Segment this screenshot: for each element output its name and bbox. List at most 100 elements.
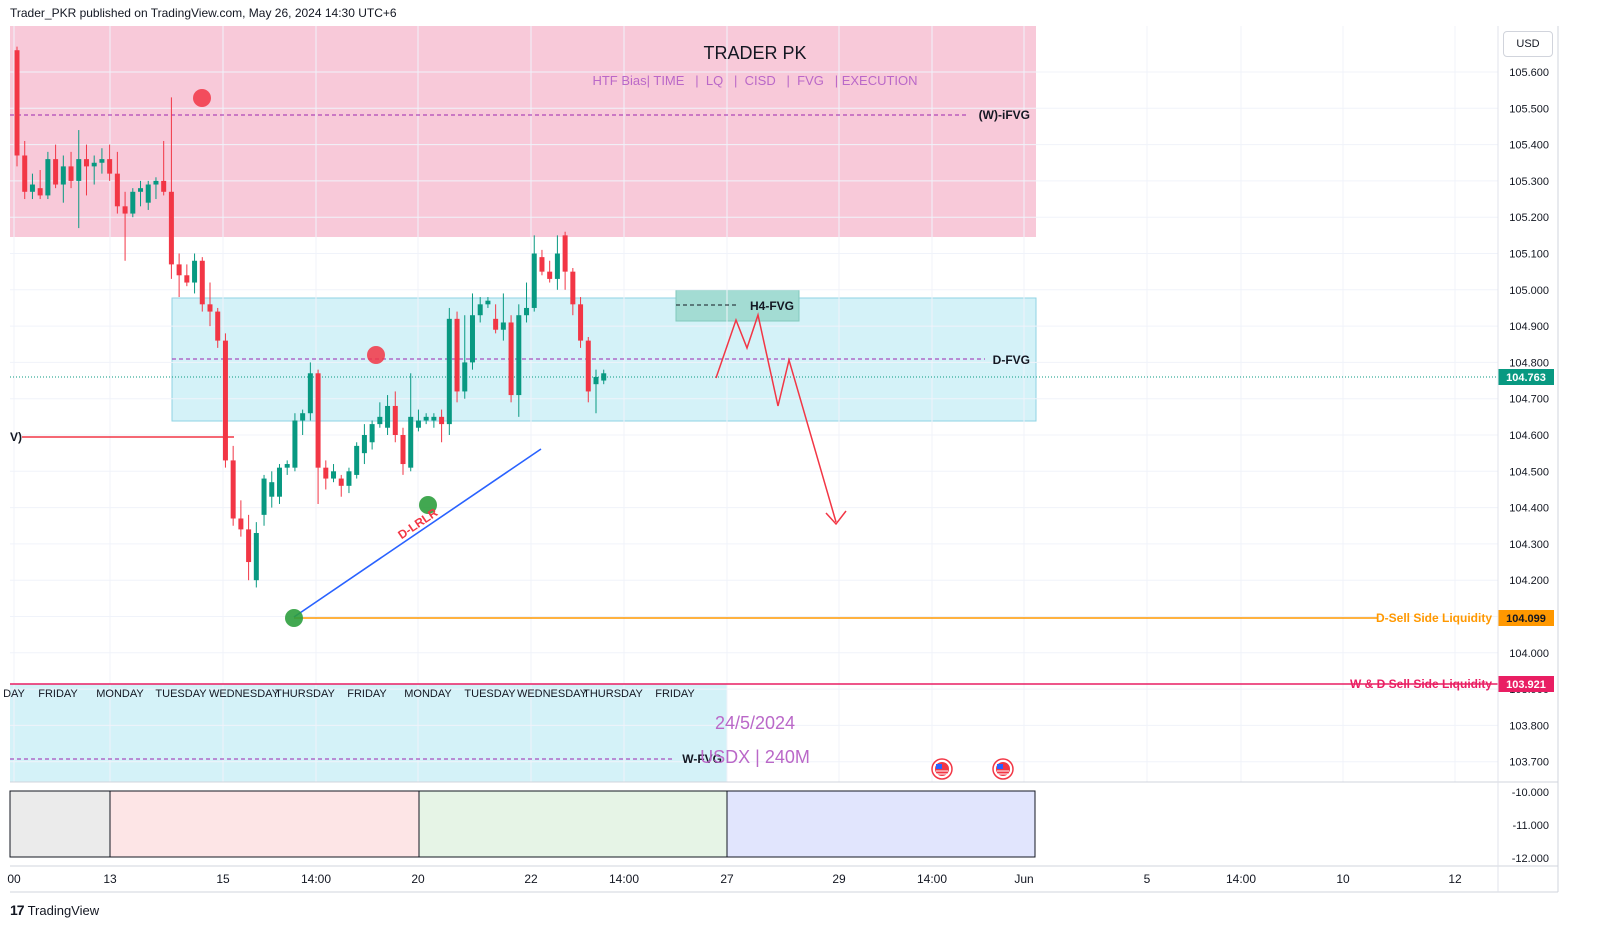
day-label: MONDAY bbox=[404, 688, 452, 700]
candle-body bbox=[184, 275, 190, 283]
candle-body bbox=[22, 155, 28, 192]
oscillator-tick-label: -11.000 bbox=[1513, 820, 1550, 832]
candle-body bbox=[238, 518, 244, 530]
candle-body bbox=[176, 264, 182, 276]
candle-body bbox=[331, 471, 337, 479]
candle bbox=[554, 235, 560, 290]
candle-body bbox=[130, 191, 136, 214]
y-tick-label: 103.800 bbox=[1509, 720, 1549, 732]
candle bbox=[516, 304, 522, 417]
y-tick-label: 104.500 bbox=[1509, 466, 1549, 478]
candle bbox=[578, 297, 584, 348]
day-label: FRIDAY bbox=[655, 688, 695, 700]
candle-body bbox=[400, 435, 406, 465]
oscillator-tick-label: -10.000 bbox=[1512, 787, 1549, 799]
candle bbox=[547, 260, 553, 283]
y-tick-label: 104.700 bbox=[1509, 394, 1549, 406]
candle-body bbox=[99, 159, 105, 163]
candle-body bbox=[107, 159, 113, 174]
candle bbox=[215, 307, 221, 348]
x-tick-label: 10 bbox=[1336, 872, 1350, 886]
candle bbox=[485, 297, 491, 308]
candle bbox=[269, 471, 275, 508]
x-tick-label: 27 bbox=[720, 872, 734, 886]
candle bbox=[168, 97, 174, 279]
candle-body bbox=[562, 235, 568, 272]
candle bbox=[222, 333, 228, 468]
candle bbox=[246, 514, 252, 581]
wd-ssl-price-tag: 103.921 bbox=[1498, 676, 1554, 692]
projected-arrowhead bbox=[825, 510, 847, 526]
d-ssl-label: D-Sell Side Liquidity bbox=[1376, 611, 1492, 625]
wd-ssl-label: W & D Sell Side Liquidity bbox=[1350, 677, 1492, 691]
candle-body bbox=[91, 162, 97, 167]
d-ssl-price-tag: 104.099 bbox=[1498, 610, 1554, 626]
y-tick-label: 104.900 bbox=[1509, 321, 1549, 333]
candle bbox=[292, 413, 298, 472]
left-cut-label: V) bbox=[10, 430, 22, 444]
candle-body bbox=[199, 260, 205, 305]
y-tick-label: 105.200 bbox=[1509, 212, 1549, 224]
svg-text:104.099: 104.099 bbox=[1506, 613, 1546, 625]
chart-title: TRADER PK bbox=[703, 43, 806, 63]
candle bbox=[130, 188, 136, 218]
candle bbox=[45, 151, 51, 200]
candle bbox=[315, 369, 321, 504]
candle bbox=[29, 173, 35, 200]
candle-body bbox=[269, 482, 275, 497]
candle-body bbox=[192, 260, 198, 283]
candle-body bbox=[423, 416, 429, 421]
candle-body bbox=[122, 206, 128, 214]
candle-body bbox=[439, 416, 445, 425]
x-tick-label: 13 bbox=[103, 872, 117, 886]
candle-body bbox=[346, 471, 352, 486]
y-tick-label: 105.400 bbox=[1509, 140, 1549, 152]
candle-body bbox=[516, 315, 522, 396]
w-ifvg-zone bbox=[10, 26, 1036, 237]
us-flag-icon[interactable] bbox=[992, 758, 1014, 780]
candle-body bbox=[276, 467, 282, 497]
w-fvg-zone bbox=[10, 684, 727, 782]
x-axis: 00 13 15 14:00 20 22 14:00 27 29 14:00 Jun 5 14:00 10… bbox=[7, 872, 1462, 886]
footer-brand[interactable]: 17 TradingView bbox=[10, 902, 99, 918]
candle bbox=[138, 180, 144, 207]
candle-body bbox=[500, 322, 506, 330]
candle bbox=[253, 522, 259, 588]
x-tick-label: 12 bbox=[1448, 872, 1462, 886]
candle bbox=[392, 391, 398, 443]
y-tick-label: 105.300 bbox=[1509, 176, 1549, 188]
us-flag-icon[interactable] bbox=[931, 758, 953, 780]
grid-lines bbox=[10, 26, 1498, 782]
candle bbox=[83, 144, 89, 196]
swing-high-marker bbox=[367, 346, 385, 364]
candle bbox=[462, 315, 468, 399]
candles-group bbox=[14, 46, 607, 588]
candle-body bbox=[68, 166, 74, 181]
candle-body bbox=[462, 362, 468, 392]
y-tick-label: 104.200 bbox=[1509, 575, 1549, 587]
candle-body bbox=[37, 188, 43, 196]
day-label: FRIDAY bbox=[347, 688, 387, 700]
x-tick-label: 5 bbox=[1144, 872, 1151, 886]
y-tick-label: 104.600 bbox=[1509, 430, 1549, 442]
x-tick-label: 14:00 bbox=[301, 872, 331, 886]
candle bbox=[122, 191, 128, 261]
y-tick-label: 104.000 bbox=[1509, 648, 1549, 660]
candle-body bbox=[385, 405, 391, 428]
candle-body bbox=[222, 340, 228, 461]
svg-text:103.921: 103.921 bbox=[1506, 679, 1546, 691]
candle bbox=[601, 369, 607, 385]
candle bbox=[524, 282, 530, 323]
candle bbox=[199, 257, 205, 312]
candle bbox=[192, 253, 198, 294]
h4-fvg-zone bbox=[675, 289, 800, 322]
currency-button[interactable]: USD bbox=[1503, 31, 1553, 57]
candle bbox=[284, 460, 290, 475]
candle-body bbox=[369, 424, 375, 443]
brand-name: TradingView bbox=[27, 902, 100, 918]
candle-body bbox=[76, 159, 82, 181]
x-tick-label: 15 bbox=[216, 872, 230, 886]
candle-body bbox=[354, 445, 360, 475]
